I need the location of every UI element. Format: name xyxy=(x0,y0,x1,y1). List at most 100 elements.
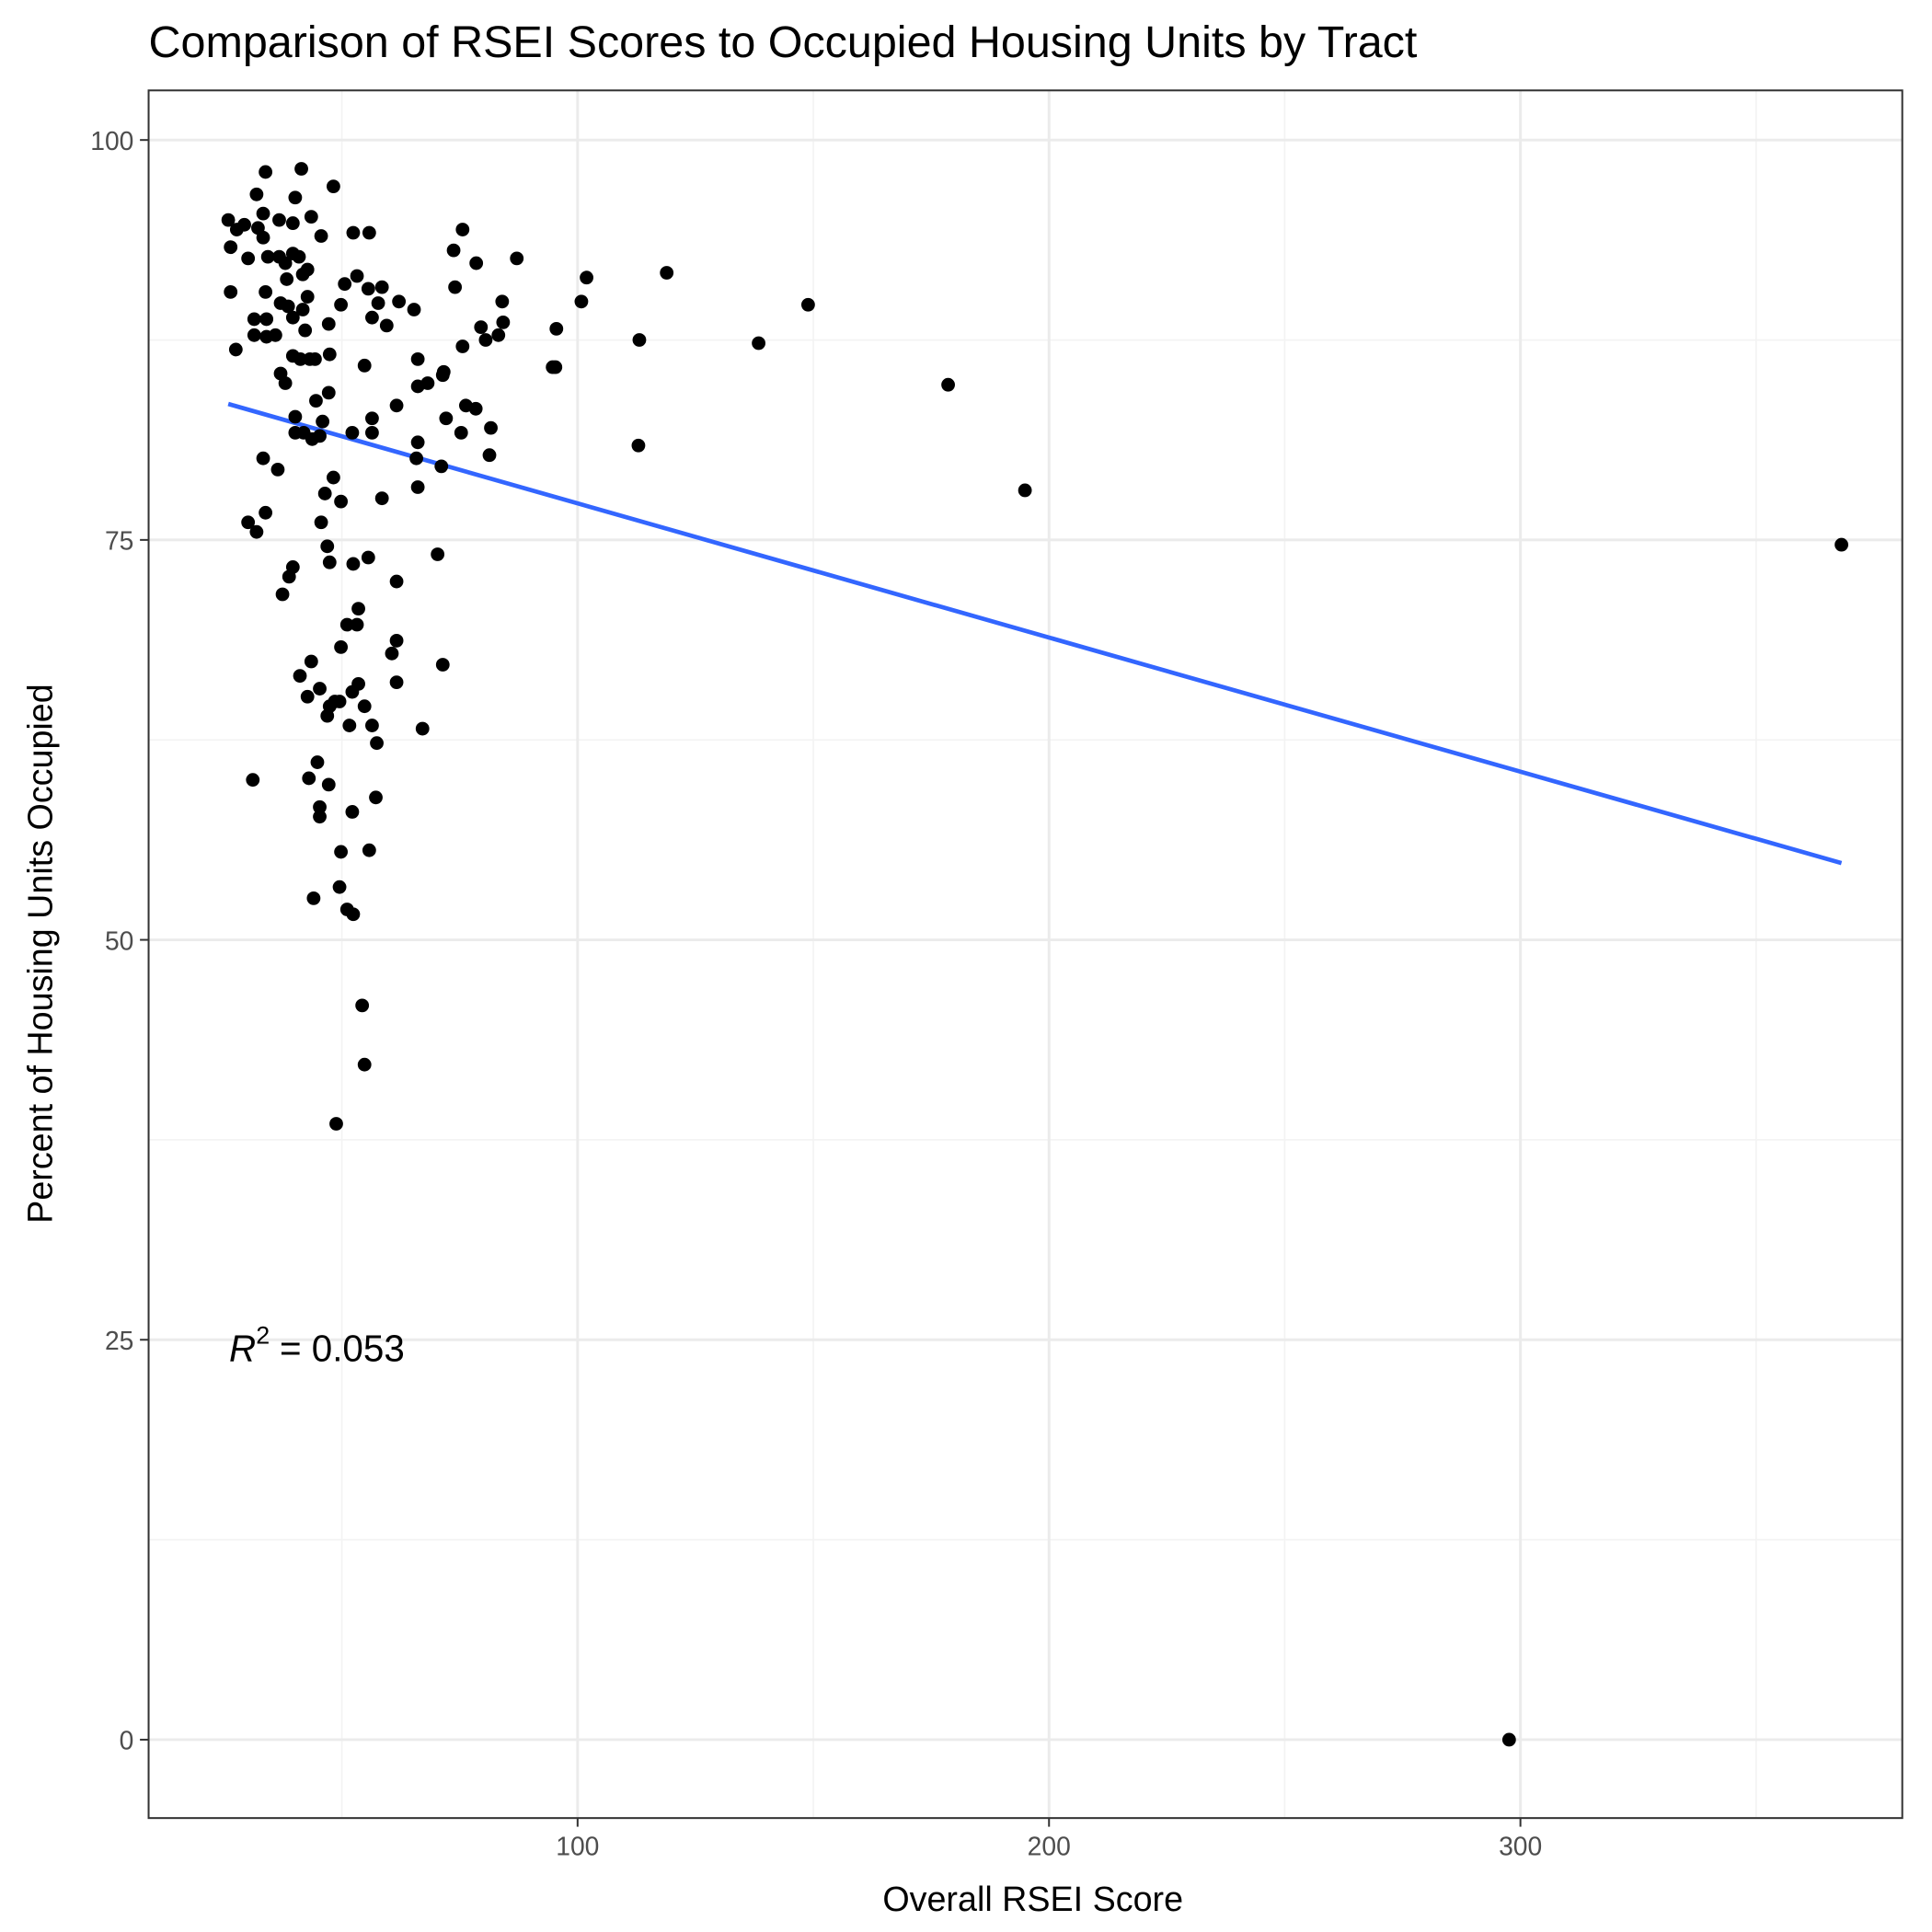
data-point xyxy=(350,269,364,283)
data-point xyxy=(362,225,376,240)
x-axis-label: Overall RSEI Score xyxy=(882,1880,1183,1918)
data-point xyxy=(221,213,236,227)
data-point xyxy=(361,282,375,296)
data-point xyxy=(374,280,389,294)
data-point xyxy=(278,376,293,390)
data-point xyxy=(374,491,389,506)
r-superscript: 2 xyxy=(256,1322,270,1350)
data-point xyxy=(574,294,589,309)
data-point xyxy=(392,294,407,309)
data-point xyxy=(510,251,524,266)
data-point xyxy=(409,451,423,466)
data-point xyxy=(339,617,354,632)
data-point xyxy=(389,675,404,690)
data-point xyxy=(310,755,325,769)
data-point xyxy=(300,262,315,277)
data-point xyxy=(293,669,307,684)
data-point xyxy=(420,376,435,390)
data-point xyxy=(256,230,270,245)
data-point xyxy=(469,256,484,270)
data-point xyxy=(275,587,290,602)
data-point xyxy=(357,1057,372,1072)
data-point xyxy=(338,277,352,292)
data-point xyxy=(282,569,296,584)
data-point xyxy=(345,684,360,699)
data-point xyxy=(249,187,264,201)
data-point xyxy=(334,845,349,859)
data-point xyxy=(314,229,328,243)
data-points xyxy=(221,162,1848,1747)
data-point xyxy=(800,297,815,312)
data-point xyxy=(389,398,404,413)
data-point xyxy=(435,658,450,672)
data-point xyxy=(332,695,347,708)
data-point xyxy=(288,409,303,424)
data-point xyxy=(549,321,564,336)
data-point xyxy=(306,891,321,905)
data-point xyxy=(322,555,337,569)
data-point xyxy=(329,1117,343,1131)
data-point xyxy=(313,682,327,696)
data-point xyxy=(320,708,335,723)
data-point xyxy=(259,165,273,179)
data-point xyxy=(259,284,273,299)
data-point xyxy=(313,799,327,814)
data-point xyxy=(631,438,646,453)
data-point xyxy=(321,316,336,331)
data-point xyxy=(484,420,498,435)
data-point xyxy=(357,358,372,373)
x-tick-label: 200 xyxy=(1028,1832,1071,1861)
data-point xyxy=(365,719,379,732)
data-point xyxy=(326,470,340,485)
data-point xyxy=(300,290,315,304)
data-point xyxy=(495,294,510,309)
regression-line xyxy=(227,401,1843,866)
data-point xyxy=(313,429,327,443)
data-point xyxy=(369,790,383,805)
data-point xyxy=(259,505,273,520)
data-point xyxy=(278,256,293,270)
data-point xyxy=(224,240,238,255)
data-point xyxy=(346,225,361,240)
data-point xyxy=(237,217,251,232)
data-point xyxy=(371,296,385,310)
data-point xyxy=(285,216,300,230)
data-point xyxy=(446,243,461,258)
data-point xyxy=(256,451,270,466)
data-point xyxy=(346,557,361,571)
data-point xyxy=(326,179,340,193)
data-point xyxy=(454,425,468,440)
data-point xyxy=(1834,537,1848,552)
data-point xyxy=(410,435,425,450)
data-point xyxy=(345,805,360,819)
data-point xyxy=(439,411,454,426)
data-point xyxy=(548,360,563,374)
data-point xyxy=(298,323,313,338)
data-point xyxy=(224,284,238,299)
data-point xyxy=(228,342,243,357)
data-point xyxy=(342,719,357,732)
y-tick-label: 100 xyxy=(90,126,133,155)
y-tick-label: 25 xyxy=(105,1326,133,1355)
data-point xyxy=(292,249,306,264)
data-point xyxy=(941,377,955,392)
data-point xyxy=(379,318,394,333)
grid xyxy=(148,90,1903,1819)
data-point xyxy=(259,312,274,327)
data-point xyxy=(321,777,336,792)
panel-border xyxy=(147,89,1903,1820)
data-point xyxy=(285,310,300,325)
data-point xyxy=(361,550,375,565)
data-point xyxy=(468,401,483,416)
data-point xyxy=(365,411,379,426)
data-point xyxy=(496,315,511,329)
r-squared-annotation: R2 = 0.053 xyxy=(229,1322,405,1370)
chart-title: Comparison of RSEI Scores to Occupied Ho… xyxy=(149,17,1418,67)
data-point xyxy=(249,524,264,539)
data-point xyxy=(365,425,379,440)
data-point xyxy=(389,634,404,648)
data-point xyxy=(407,303,421,316)
data-point xyxy=(309,394,323,408)
data-point xyxy=(280,272,294,286)
axis-ticks: 100 200 300 0 25 50 75 100 xyxy=(90,126,1542,1861)
